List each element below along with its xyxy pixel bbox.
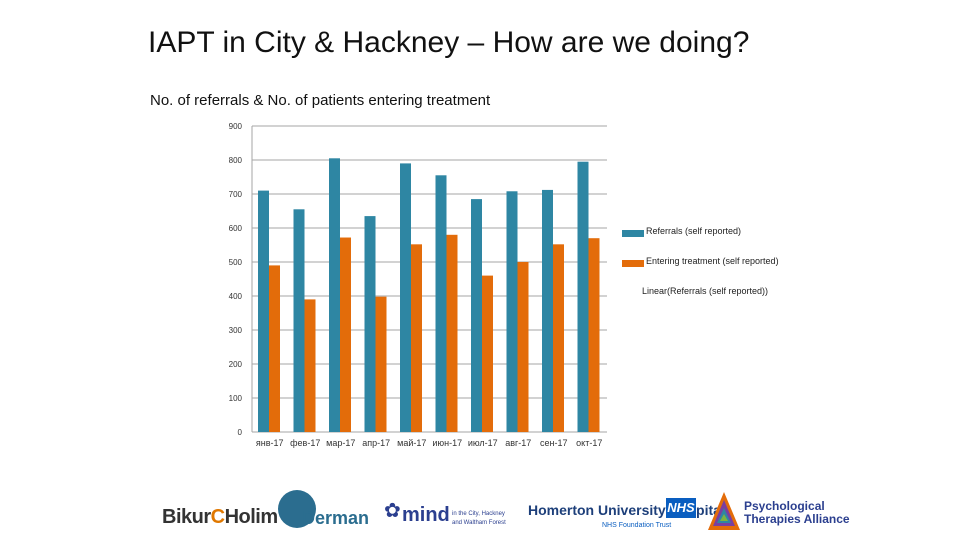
y-tick-label: 200 xyxy=(229,360,243,369)
chart-title: No. of referrals & No. of patients enter… xyxy=(150,92,491,109)
y-tick-label: 600 xyxy=(229,224,243,233)
x-axis-ticks: янв-17 фев-17 мар-17 апр-17 май-17 июн-17 июл-… xyxy=(256,438,602,448)
x-tick-label: авг-17 xyxy=(505,438,531,448)
x-tick-label: мар-17 xyxy=(326,438,355,448)
nhs-logo: NHS xyxy=(666,498,696,518)
y-axis-ticks: 0 100 200 300 400 500 600 700 800 900 xyxy=(229,122,243,437)
x-tick-label: апр-17 xyxy=(362,438,390,448)
bar-treatment xyxy=(304,299,316,432)
y-tick-label: 900 xyxy=(229,122,243,131)
bar-treatment xyxy=(411,244,422,432)
legend-label-treatment: Entering treatment (self reported) xyxy=(646,256,779,266)
legend: Referrals (self reported) Entering treat… xyxy=(622,224,882,314)
legend-item-treatment: Entering treatment (self reported) xyxy=(622,254,882,284)
y-tick-label: 400 xyxy=(229,292,243,301)
pta-logo: Psychological Therapies Alliance xyxy=(744,499,850,526)
bar-referrals xyxy=(577,161,589,432)
y-tick-label: 700 xyxy=(229,190,243,199)
bar-referrals xyxy=(542,189,553,432)
bar-treatment xyxy=(269,265,280,432)
bar-referrals xyxy=(506,191,518,432)
legend-label-referrals: Referrals (self reported) xyxy=(646,226,742,236)
bar-referrals xyxy=(435,175,447,433)
bar-referrals xyxy=(293,209,305,432)
derman-logo: Derman xyxy=(302,508,370,528)
bar-referrals xyxy=(400,163,411,432)
y-tick-label: 500 xyxy=(229,258,243,267)
x-tick-label: июл-17 xyxy=(468,438,498,448)
bar-referrals xyxy=(258,190,269,432)
bars xyxy=(258,158,600,433)
x-tick-label: фев-17 xyxy=(290,438,320,448)
bikur-cholim-logo: BikurCHolim xyxy=(162,506,278,528)
legend-swatch-treatment xyxy=(622,260,644,267)
mind-logo: mind xyxy=(402,504,450,526)
y-tick-label: 100 xyxy=(229,394,243,403)
y-tick-label: 0 xyxy=(238,428,243,437)
partner-logos: BikurCHolim Derman ✿ mind in the City, H… xyxy=(0,488,960,540)
mind-logo-subtitle: in the City, Hackney and Waltham Forest xyxy=(452,511,506,526)
bar-referrals xyxy=(329,158,340,433)
bar-chart: 0 100 200 300 400 500 600 700 800 900 янв-17 фев-1… xyxy=(229,122,607,448)
mind-figure-icon: ✿ xyxy=(384,500,401,522)
x-tick-label: янв-17 xyxy=(256,438,284,448)
bar-treatment xyxy=(553,244,564,432)
pta-triangle-icon xyxy=(708,492,740,530)
x-tick-label: июн-17 xyxy=(432,438,462,448)
bar-treatment xyxy=(517,262,529,432)
legend-item-trendline: Linear(Referrals (self reported)) xyxy=(622,284,882,314)
legend-item-referrals: Referrals (self reported) xyxy=(622,224,882,254)
bar-referrals xyxy=(364,216,376,432)
nhs-trust-subtitle: NHS Foundation Trust xyxy=(602,522,672,529)
derman-emblem-icon xyxy=(278,490,316,528)
legend-label-trendline: Linear(Referrals (self reported)) xyxy=(642,286,769,296)
y-tick-label: 800 xyxy=(229,156,243,165)
bar-treatment xyxy=(375,296,387,432)
bar-treatment xyxy=(446,234,458,432)
legend-swatch-referrals xyxy=(622,230,644,237)
x-tick-label: май-17 xyxy=(397,438,426,448)
bar-treatment xyxy=(340,237,351,432)
slide-title: IAPT in City & Hackney – How are we doin… xyxy=(148,26,750,59)
x-tick-label: окт-17 xyxy=(576,438,602,448)
bar-referrals xyxy=(471,199,482,432)
y-tick-label: 300 xyxy=(229,326,243,335)
bar-treatment xyxy=(482,275,493,432)
bar-treatment xyxy=(588,238,600,432)
x-tick-label: сен-17 xyxy=(540,438,567,448)
